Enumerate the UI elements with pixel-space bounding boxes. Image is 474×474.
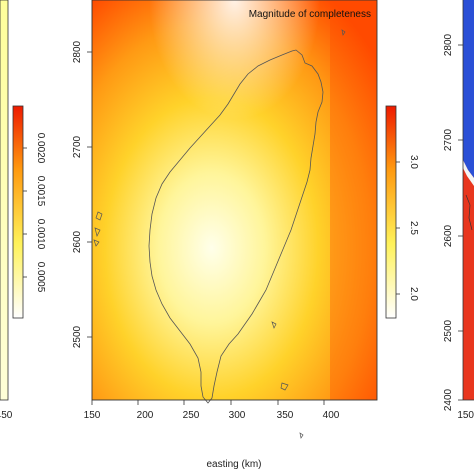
island (271, 321, 277, 329)
right-x-tick: 150 (457, 410, 474, 421)
right-panel-blue-region (463, 0, 474, 178)
left-colorbar (12, 105, 24, 319)
right-panel: 2400 2500 2600 2700 2800 150 (443, 0, 474, 421)
right-panel-white-band (463, 160, 474, 186)
main-y-axis: 2500 2600 2700 2800 (72, 40, 92, 348)
left-colorbar-tick: 0.0005 (35, 262, 46, 293)
island (93, 239, 100, 247)
main-x-tick: 150 (84, 410, 101, 421)
island (341, 29, 346, 36)
right-panel-coast (465, 194, 473, 231)
map-title: Magnitude of completeness (249, 9, 371, 20)
main-colorbar-tick: 2.5 (408, 221, 419, 235)
main-y-tick: 2500 (72, 325, 83, 348)
main-x-tick: 350 (277, 410, 294, 421)
left-x-tick: 450 (0, 410, 13, 421)
main-x-tick: 250 (183, 410, 200, 421)
left-colorbar-tick: 0.0010 (35, 219, 46, 250)
main-colorbar-tick: 2.0 (408, 287, 419, 301)
right-y-tick: 2600 (443, 224, 454, 247)
island (95, 211, 103, 221)
main-x-axis: 150 200 250 300 350 400 easting (km) (84, 400, 340, 470)
main-map-frame (91, 0, 378, 401)
main-x-tick: 300 (229, 410, 246, 421)
right-y-tick: 2700 (443, 128, 454, 151)
right-y-tick: 2400 (443, 388, 454, 411)
main-y-tick: 2700 (72, 135, 83, 158)
left-panel-map (0, 0, 9, 401)
main-x-tick: 400 (323, 410, 340, 421)
left-panel: 0.0005 0.0010 0.0015 0.0020 450 (0, 0, 46, 421)
main-colorbar: 2.0 2.5 3.0 (385, 105, 419, 319)
island (280, 382, 289, 391)
heatmap-right-edge (330, 0, 377, 400)
x-axis-label: easting (km) (206, 459, 261, 470)
right-y-tick: 2800 (443, 33, 454, 56)
main-colorbar-tick: 3.0 (408, 155, 419, 169)
main-colorbar-gradient (385, 105, 397, 319)
left-colorbar-tick: 0.0015 (35, 176, 46, 207)
island-outlines (93, 29, 346, 439)
right-y-tick: 2500 (443, 319, 454, 342)
left-colorbar-ticks: 0.0005 0.0010 0.0015 0.0020 (23, 133, 46, 293)
main-y-tick: 2800 (72, 40, 83, 63)
right-panel-map (463, 0, 474, 400)
main-y-tick: 2600 (72, 230, 83, 253)
main-x-tick: 200 (137, 410, 154, 421)
island (94, 227, 101, 238)
main-map-panel: Magnitude of completeness 150 200 250 30… (72, 0, 378, 470)
island (299, 432, 304, 439)
heatmap-top-highlight (92, 0, 377, 400)
left-colorbar-tick: 0.0020 (35, 133, 46, 164)
taiwan-coastline (148, 49, 324, 404)
